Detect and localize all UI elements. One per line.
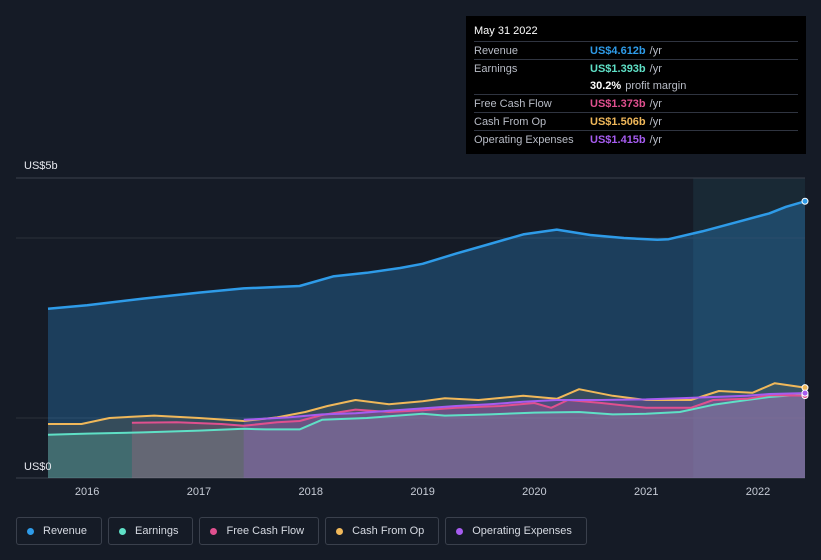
tooltip-label: Operating Expenses (474, 133, 574, 146)
legend-label: Revenue (43, 525, 88, 537)
legend-label: Free Cash Flow (226, 525, 305, 537)
line-free-cash-flow (131, 394, 806, 427)
tooltip-row-profit-margin: 30.2% profit margin (474, 77, 798, 94)
x-tick-label: 2022 (746, 486, 770, 498)
line-revenue (47, 200, 806, 311)
tooltip-unit: profit margin (625, 79, 687, 92)
x-tick-label: 2017 (187, 486, 211, 498)
tooltip-row-operating-expenses: Operating Expenses US$1.415b /yr (474, 130, 798, 148)
tooltip-unit: /yr (649, 62, 662, 75)
tooltip-label: Revenue (474, 44, 519, 57)
area-cash-from-op (48, 383, 805, 478)
area-revenue (48, 201, 805, 479)
tooltip-row-cash-from-op: Cash From Op US$1.506b /yr (474, 112, 798, 130)
end-point-revenue (801, 197, 809, 205)
legend-label: Earnings (135, 525, 179, 537)
tooltip-label: Cash From Op (474, 115, 547, 128)
legend-dot-icon (210, 527, 218, 535)
legend-item-free-cash-flow[interactable]: Free Cash Flow (199, 517, 320, 545)
x-tick-label: 2019 (410, 486, 434, 498)
x-tick-label: 2021 (634, 486, 658, 498)
line-operating-expenses (243, 392, 806, 421)
tooltip-value: US$1.506b (590, 115, 646, 128)
legend: Revenue Earnings Free Cash Flow Cash Fro… (16, 517, 587, 545)
tooltip-label: Free Cash Flow (474, 97, 552, 110)
legend-dot-icon (456, 527, 464, 535)
y-tick-label-top: US$5b (24, 160, 58, 172)
legend-item-revenue[interactable]: Revenue (16, 517, 103, 545)
tooltip-value: US$4.612b (590, 44, 646, 57)
line-earnings (47, 393, 806, 436)
tooltip-value: US$1.373b (590, 97, 646, 110)
tooltip-value: US$1.415b (590, 133, 646, 146)
x-tick-label: 2020 (522, 486, 546, 498)
tooltip-unit: /yr (649, 115, 662, 128)
tooltip-row-earnings: Earnings US$1.393b /yr (474, 59, 798, 77)
tooltip-value: 30.2% (590, 79, 622, 92)
legend-dot-icon (336, 527, 344, 535)
tooltip-unit: /yr (649, 97, 662, 110)
tooltip-value: US$1.393b (590, 62, 646, 75)
legend-label: Operating Expenses (472, 525, 572, 537)
end-point-operating-expenses (801, 389, 809, 397)
legend-item-earnings[interactable]: Earnings (108, 517, 194, 545)
tooltip-unit: /yr (649, 133, 662, 146)
x-tick-label: 2016 (75, 486, 99, 498)
y-tick-label-bottom: US$0 (24, 461, 52, 473)
tooltip-label: Earnings (474, 62, 518, 75)
tooltip-unit: /yr (649, 44, 662, 57)
legend-dot-icon (119, 527, 127, 535)
tooltip-row-revenue: Revenue US$4.612b /yr (474, 41, 798, 59)
tooltip: May 31 2022 Revenue US$4.612b /yr Earnin… (466, 16, 806, 154)
legend-item-operating-expenses[interactable]: Operating Expenses (445, 517, 587, 545)
legend-item-cash-from-op[interactable]: Cash From Op (325, 517, 440, 545)
area-operating-expenses (243, 393, 805, 478)
tooltip-date: May 31 2022 (474, 25, 538, 37)
area-free-cash-flow (131, 395, 805, 478)
x-tick-label: 2018 (299, 486, 323, 498)
legend-label: Cash From Op (352, 525, 425, 537)
legend-dot-icon (27, 527, 34, 535)
tooltip-row-free-cash-flow: Free Cash Flow US$1.373b /yr (474, 94, 798, 112)
